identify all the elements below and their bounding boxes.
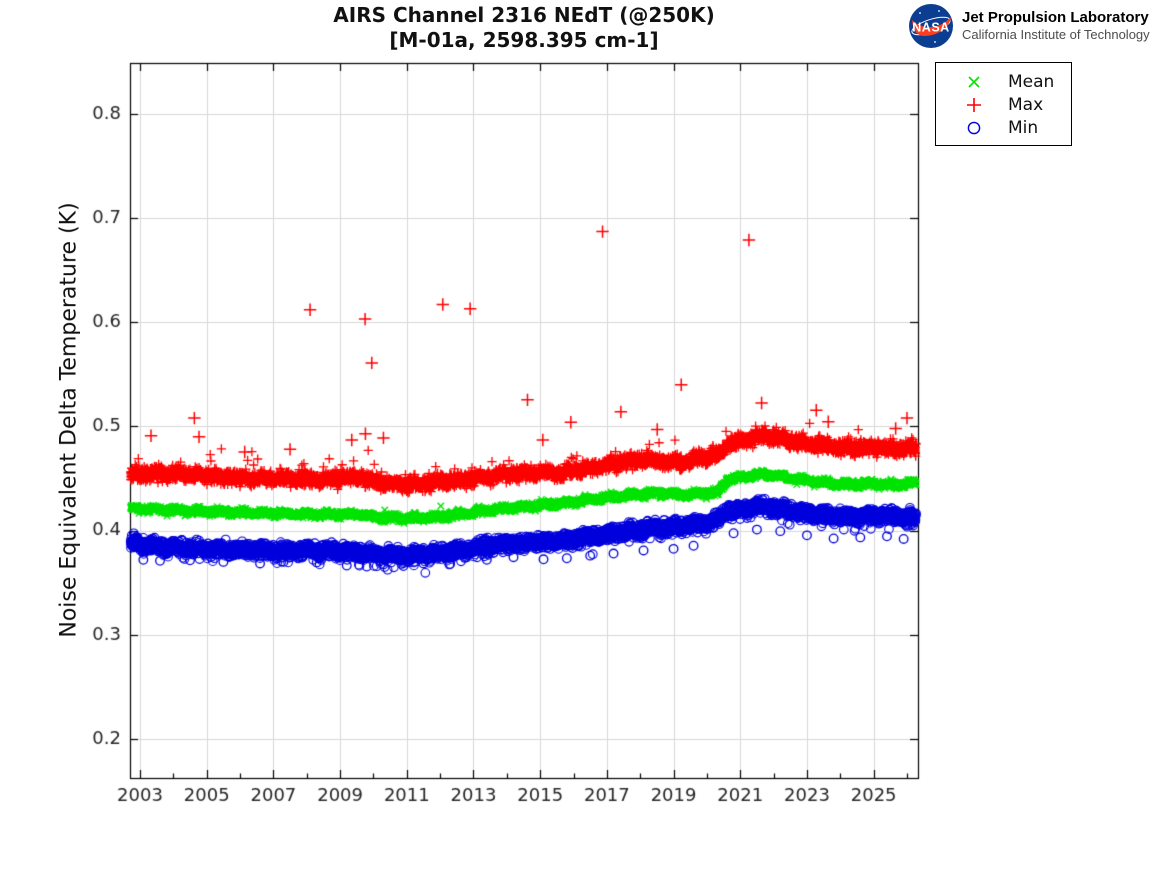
jpl-org-name: Jet Propulsion Laboratory [962, 9, 1149, 26]
chart-title-line1: AIRS Channel 2316 NEdT (@250K) [333, 3, 715, 27]
max-plus-marker-icon [967, 97, 981, 112]
chart-title: AIRS Channel 2316 NEdT (@250K) [M-01a, 2… [130, 3, 918, 53]
jpl-branding: NASA Jet Propulsion Laboratory Californi… [908, 3, 1150, 49]
nasa-logo-icon: NASA [909, 4, 953, 48]
nasa-logo-text: NASA [912, 21, 949, 35]
legend-label-min: Min [1008, 117, 1039, 138]
jpl-text-block: Jet Propulsion Laboratory California Ins… [962, 9, 1150, 43]
chart-title-line2: [M-01a, 2598.395 cm-1] [389, 28, 659, 52]
caltech-name: California Institute of Technology [962, 27, 1150, 42]
legend-label-max: Max [1008, 94, 1044, 115]
mean-x-marker-icon [968, 75, 980, 88]
legend-item-mean: Mean [936, 70, 1071, 93]
legend-item-min: Min [936, 116, 1071, 139]
legend-label-mean: Mean [1008, 71, 1055, 92]
y-axis-label: Noise Equivalent Delta Temperature (K) [56, 202, 82, 638]
min-circle-marker-icon [967, 121, 981, 134]
legend: Mean Max Min [935, 62, 1072, 146]
legend-item-max: Max [936, 93, 1071, 116]
